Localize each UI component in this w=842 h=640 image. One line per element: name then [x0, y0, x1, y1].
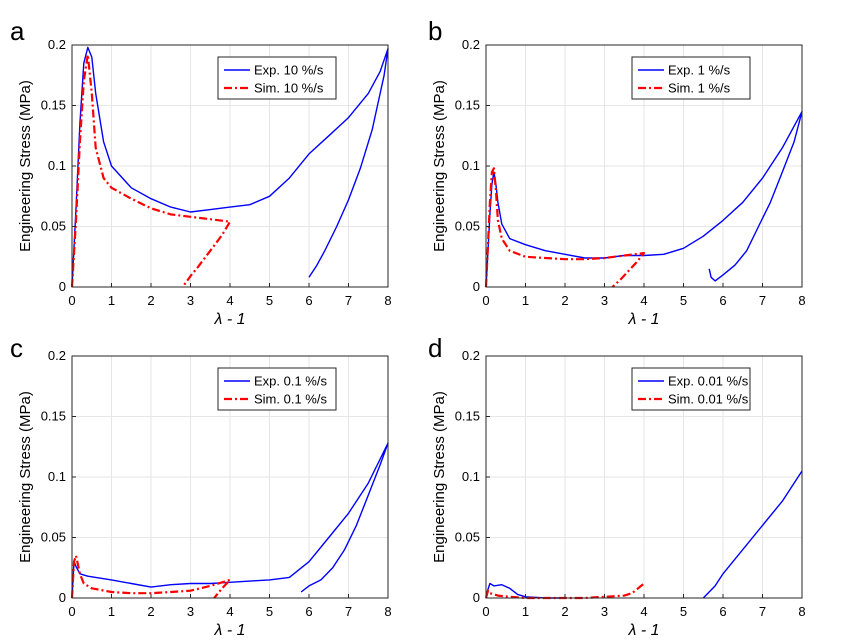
- x-tick-label: 0: [68, 293, 75, 308]
- x-tick-label: 7: [345, 293, 352, 308]
- x-tick-label: 3: [601, 604, 608, 619]
- legend: Exp. 0.1 %/s Sim. 0.1 %/s: [217, 367, 337, 411]
- x-tick-label: 3: [187, 604, 194, 619]
- x-tick-label: 4: [640, 293, 647, 308]
- x-tick-label: 4: [226, 604, 233, 619]
- y-tick-label: 0.1: [48, 158, 66, 173]
- legend-label: Sim. 10 %/s: [254, 81, 324, 96]
- panel-d: d 0 1 2 3 4 5 6 7 8 0 0.05 0.1 0.15 0.2 λ - 1 Engineerin…: [428, 333, 806, 639]
- x-tick-label: 5: [266, 604, 273, 619]
- y-tick-label: 0.15: [455, 98, 480, 113]
- legend-label: Sim. 0.1 %/s: [254, 392, 327, 407]
- x-tick-label: 7: [759, 293, 766, 308]
- x-tick-label: 0: [482, 604, 489, 619]
- x-axis-title: λ - 1: [214, 622, 246, 639]
- panel-letter: a: [10, 16, 25, 46]
- legend-label: Exp. 10 %/s: [254, 63, 324, 78]
- x-tick-label: 5: [266, 293, 273, 308]
- legend-label: Exp. 1 %/s: [668, 63, 731, 78]
- y-axis-title: Engineering Stress (MPa): [431, 391, 448, 563]
- x-tick-label: 5: [680, 604, 687, 619]
- x-tick-label: 7: [345, 604, 352, 619]
- series-line-exp: [71, 46, 389, 288]
- legend: Exp. 10 %/s Sim. 10 %/s: [217, 56, 337, 100]
- x-tick-label: 3: [187, 293, 194, 308]
- x-tick-label: 4: [226, 293, 233, 308]
- legend-label: Exp. 0.01 %/s: [668, 374, 749, 389]
- x-tick-label: 2: [147, 604, 154, 619]
- panel-b: b 0 1 2 3 4 5 6 7 8 0 0.05 0.1 0.15 0.2 λ - 1 Engineerin…: [428, 16, 806, 328]
- y-tick-label: 0.2: [48, 37, 66, 52]
- y-axis-title: Engineering Stress (MPa): [17, 391, 34, 563]
- y-tick-label: 0.15: [41, 409, 66, 424]
- legend: Exp. 1 %/s Sim. 1 %/s: [631, 56, 751, 100]
- panel-a: a 0 1 2 3 4 5 6 7 8 0 0.05 0.1 0.15 0.2 λ - 1 Engineerin…: [10, 16, 392, 328]
- y-tick-label: 0.2: [462, 37, 480, 52]
- x-tick-label: 8: [798, 604, 805, 619]
- x-tick-label: 3: [601, 293, 608, 308]
- y-tick-label: 0.05: [455, 530, 480, 545]
- y-tick-label: 0.15: [41, 98, 66, 113]
- panel-c: c 0 1 2 3 4 5 6 7 8 0 0.05 0.1 0.15 0.2 λ - 1 Engineerin…: [10, 333, 392, 639]
- y-tick-label: 0: [473, 279, 480, 294]
- y-tick-label: 0: [473, 590, 480, 605]
- y-tick-label: 0.15: [455, 409, 480, 424]
- y-tick-label: 0.05: [455, 219, 480, 234]
- y-tick-label: 0.2: [48, 348, 66, 363]
- x-tick-label: 6: [719, 604, 726, 619]
- legend: Exp. 0.01 %/s Sim. 0.01 %/s: [631, 367, 751, 411]
- x-axis-title: λ - 1: [628, 622, 660, 639]
- y-tick-label: 0: [59, 590, 66, 605]
- x-tick-label: 1: [108, 604, 115, 619]
- panel-letter: b: [428, 16, 442, 46]
- legend-label: Sim. 0.01 %/s: [668, 392, 749, 407]
- x-tick-label: 1: [522, 293, 529, 308]
- x-tick-label: 1: [522, 604, 529, 619]
- y-tick-label: 0: [59, 279, 66, 294]
- series-line-exp: [702, 470, 803, 599]
- series-line-sim: [70, 554, 232, 599]
- x-tick-label: 2: [561, 293, 568, 308]
- legend-box: [631, 56, 751, 100]
- panel-letter: d: [428, 333, 442, 363]
- x-tick-label: 6: [719, 293, 726, 308]
- y-axis-title: Engineering Stress (MPa): [431, 80, 448, 252]
- series-line-sim: [70, 53, 232, 288]
- series-line-exp: [71, 442, 389, 599]
- x-tick-label: 8: [384, 604, 391, 619]
- legend-box: [631, 367, 751, 411]
- x-tick-label: 5: [680, 293, 687, 308]
- series-line-sim: [484, 167, 646, 288]
- y-tick-label: 0.1: [462, 469, 480, 484]
- y-tick-label: 0.05: [41, 219, 66, 234]
- x-axis-title: λ - 1: [214, 311, 246, 328]
- x-tick-label: 0: [482, 293, 489, 308]
- legend-label: Exp. 0.1 %/s: [254, 374, 327, 389]
- x-tick-label: 7: [759, 604, 766, 619]
- x-tick-label: 8: [384, 293, 391, 308]
- x-tick-label: 1: [108, 293, 115, 308]
- x-tick-label: 6: [305, 604, 312, 619]
- x-tick-label: 8: [798, 293, 805, 308]
- x-tick-label: 0: [68, 604, 75, 619]
- legend-box: [217, 56, 337, 100]
- x-axis-title: λ - 1: [628, 311, 660, 328]
- y-tick-label: 0.1: [48, 469, 66, 484]
- legend-box: [217, 367, 337, 411]
- legend-label: Sim. 1 %/s: [668, 81, 731, 96]
- y-tick-label: 0.1: [462, 158, 480, 173]
- y-axis-title: Engineering Stress (MPa): [17, 80, 34, 252]
- x-tick-label: 2: [147, 293, 154, 308]
- x-tick-label: 4: [640, 604, 647, 619]
- x-tick-label: 2: [561, 604, 568, 619]
- x-tick-label: 6: [305, 293, 312, 308]
- panel-letter: c: [10, 333, 23, 363]
- y-tick-label: 0.2: [462, 348, 480, 363]
- y-tick-label: 0.05: [41, 530, 66, 545]
